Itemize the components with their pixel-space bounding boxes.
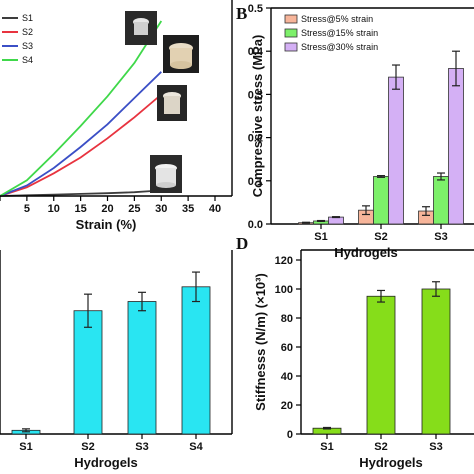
panel-b-legend: Stress@5% strain Stress@15% strain Stres…	[284, 14, 378, 52]
x-tick-label: 25	[128, 203, 140, 215]
panel-d-x-ticks: S1 S2 S3	[320, 434, 443, 453]
bar-s1-series-3	[328, 216, 344, 225]
y-tick-label: 60	[281, 342, 293, 354]
bar-s3-series-2	[433, 176, 449, 225]
panel-a: 5 10 15 20 25 30 35 40 Strain (%) S1 S2 S3 S4	[0, 0, 233, 232]
x-tick-label: 40	[209, 203, 221, 215]
panel-b-x-ticks: S1 S2 S3	[314, 224, 448, 243]
y-tick-label: 0.5	[248, 3, 263, 15]
x-tick-label: S3	[434, 231, 447, 243]
series-line-s1	[0, 190, 151, 197]
x-tick-label: S1	[19, 441, 32, 453]
y-tick-label: 20	[281, 400, 293, 412]
bar-s3	[421, 288, 451, 435]
y-tick-label: 100	[275, 284, 293, 296]
x-tick-label: S3	[135, 441, 148, 453]
panel-b-letter: B	[236, 4, 247, 23]
panel-a-legend: S1 S2 S3 S4	[2, 13, 33, 65]
x-tick-label: S3	[429, 441, 442, 453]
legend-label-5: Stress@5% strain	[301, 14, 373, 24]
hydrogel-photo-s1	[150, 155, 182, 193]
x-tick-label: 15	[75, 203, 87, 215]
series-line-s4	[0, 20, 163, 197]
bar-s4	[181, 286, 211, 435]
bar-s2-series-2	[373, 176, 389, 225]
panel-d-letter: D	[236, 234, 248, 253]
panel-b-y-axis-label: Compressive stress (MPa)	[250, 35, 265, 198]
y-tick-label: 120	[275, 255, 293, 267]
x-tick-label: S1	[314, 231, 327, 243]
legend-swatch-30	[284, 42, 298, 52]
panel-a-x-axis-label: Strain (%)	[76, 217, 137, 232]
legend-label-30: Stress@30% strain	[301, 42, 378, 52]
y-tick-label: 0.3	[248, 89, 263, 101]
x-tick-label: S2	[374, 441, 387, 453]
panel-d-y-ticks: 0 20 40 60 80 100 120	[275, 255, 301, 441]
y-tick-label: 80	[281, 313, 293, 325]
y-tick-label: 40	[281, 371, 293, 383]
bar-s2-series-3	[388, 76, 404, 225]
y-tick-label: 0.4	[248, 46, 264, 58]
legend-swatch-5	[284, 14, 298, 24]
bar-s2	[366, 295, 396, 435]
panel-c-x-axis-label: Hydrogels	[74, 455, 138, 470]
panel-d-y-axis-label: Stiffnesss (N/m) (×10³)	[253, 273, 268, 411]
hydrogel-photo-s4	[125, 11, 157, 45]
legend-swatch-15	[284, 28, 298, 38]
legend-label-s3: S3	[22, 41, 33, 51]
panel-c-bars	[11, 271, 211, 435]
hydrogel-photo-s3	[163, 35, 199, 73]
x-tick-label: S2	[81, 441, 94, 453]
bar-s3	[127, 301, 157, 435]
hydrogel-photo-s2	[157, 85, 187, 121]
legend-label-15: Stress@15% strain	[301, 28, 378, 38]
bar-s3-series-3	[448, 68, 464, 225]
panel-b: B 0.0 0.1 0.2 0.3 0.4 0.5 S1 S2 S3 Compressive …	[236, 3, 474, 260]
panel-a-series-lines	[0, 20, 163, 197]
legend-label-s2: S2	[22, 27, 33, 37]
panel-d-bars	[312, 281, 451, 435]
panel-d-x-axis-label: Hydrogels	[359, 455, 423, 470]
y-tick-label: 0	[287, 429, 293, 441]
x-tick-label: S1	[320, 441, 333, 453]
x-tick-label: 10	[48, 203, 60, 215]
x-tick-label: 5	[24, 203, 30, 215]
bar-s2	[73, 310, 103, 435]
x-tick-label: 35	[182, 203, 194, 215]
panel-a-x-ticks: 5 10 15 20 25 30 35 40	[0, 196, 221, 215]
panel-d: D 0 20 40 60 80 100 120 S1 S2 S3 Stiffnesss (N/m…	[236, 234, 474, 470]
x-tick-label: S2	[374, 231, 387, 243]
y-tick-label: 0.0	[248, 219, 263, 231]
series-line-s2	[0, 93, 162, 197]
legend-label-s1: S1	[22, 13, 33, 23]
y-tick-label: 0.2	[248, 133, 263, 145]
y-tick-label: 0.1	[248, 176, 263, 188]
series-line-s3	[0, 71, 162, 197]
x-tick-label: 20	[101, 203, 113, 215]
panel-c: S1 S2 S3 S4 Hydrogels	[0, 250, 233, 470]
panel-b-y-ticks: 0.0 0.1 0.2 0.3 0.4 0.5	[248, 3, 271, 231]
x-tick-label: 30	[155, 203, 167, 215]
panel-c-x-ticks: S1 S2 S3 S4	[19, 434, 204, 453]
panel-b-bars	[298, 50, 464, 225]
panel-b-x-axis-label: Hydrogels	[334, 245, 398, 260]
legend-label-s4: S4	[22, 55, 33, 65]
x-tick-label: S4	[189, 441, 203, 453]
